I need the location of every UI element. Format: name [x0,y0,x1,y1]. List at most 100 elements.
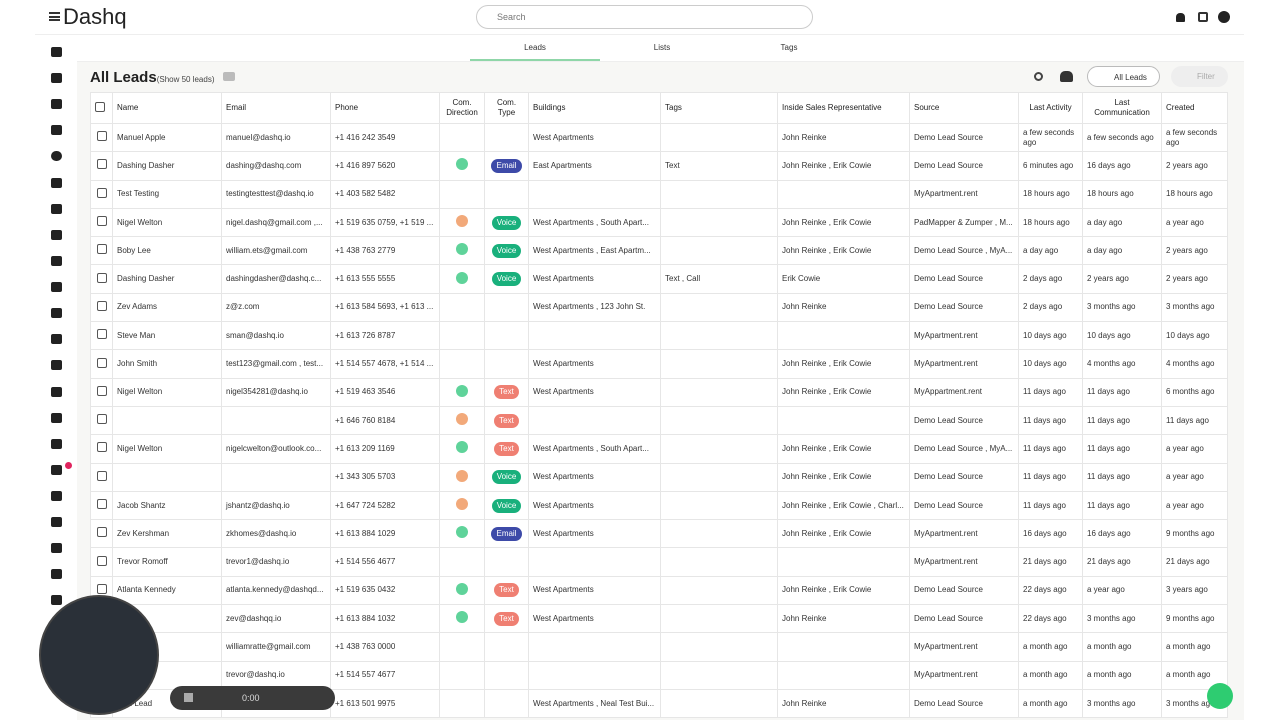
sidebar-icon[interactable] [51,465,62,475]
column-header: Com. Type [484,92,529,124]
cell: zev@dashqq.io [221,604,331,634]
sidebar-icon[interactable] [51,308,62,318]
sidebar-icon[interactable] [51,517,62,527]
row-checkbox[interactable] [96,216,107,227]
row-checkbox[interactable] [96,470,107,481]
cell: Nigel Welton [112,377,222,407]
lead-row[interactable]: Test Testing testingtesttest@dashq.io +1 4… [90,179,1228,209]
lead-row[interactable]: +1 646 760 8184 Text Demo Lead Source 11 da… [90,405,1228,436]
select-all-checkbox[interactable] [95,101,105,112]
sidebar-icon[interactable] [51,439,62,449]
cell [660,604,778,634]
cell: Jacob Shantz [112,490,222,521]
lead-row[interactable]: Manuel Apple manuel@dashq.io +1 416 242 35… [90,122,1228,153]
cell: 18 hours ago [1082,179,1162,209]
cell [439,264,485,294]
search-box[interactable]: Search [476,5,813,29]
cell: John Reinke , Erik Cowie [777,575,910,606]
refresh-button[interactable] [1034,72,1043,81]
account-icon[interactable] [1218,11,1230,23]
notifications-icon[interactable] [1176,13,1185,22]
view-selector[interactable]: All Leads [1087,66,1160,87]
row-checkbox[interactable] [96,187,107,198]
lead-row[interactable]: Nigel Welton nigelcwelton@outlook.co... +1… [90,434,1228,464]
lead-row[interactable]: Nigel Welton nigel.dashq@gmail.com ,... +1… [90,207,1228,238]
add-lead-button[interactable] [1060,71,1073,82]
cell: 3 months ago [1082,604,1162,634]
cell: 18 hours ago [1161,179,1228,209]
row-checkbox[interactable] [96,300,107,311]
sidebar-icon[interactable] [51,282,62,292]
menu-button[interactable] [49,12,60,21]
cell: 10 days ago [1018,321,1083,351]
cell: Demo Lead Source [909,462,1019,492]
row-checkbox[interactable] [96,329,107,340]
row-checkbox[interactable] [96,244,107,255]
lead-row[interactable]: Jacob Shantz jshantz@dashq.io +1 647 724 5… [90,490,1228,521]
row-checkbox[interactable] [96,385,107,396]
lead-row[interactable]: Trevor Romoff trevor1@dashq.io +1 514 556 … [90,547,1228,577]
lead-row[interactable]: Atlanta Kennedy atlanta.kennedy@dashqd...… [90,575,1228,606]
lead-row[interactable]: Boby Lee william.ets@gmail.com +1 438 763 … [90,236,1228,266]
sidebar-icon[interactable] [51,334,62,344]
sidebar-icon[interactable] [51,204,62,214]
row-checkbox[interactable] [96,442,107,453]
row-checkbox[interactable] [96,414,107,425]
lead-row[interactable]: Dashing Dasher dashing@dashq.com +1 416 89… [90,151,1228,181]
cell [660,632,778,662]
row-checkbox[interactable] [96,272,107,283]
sidebar-icon[interactable] [51,178,62,188]
lead-row[interactable]: Zev Kershman zkhomes@dashq.io +1 613 884 1… [90,519,1228,549]
cell: a month ago [1082,660,1162,690]
row-checkbox[interactable] [96,583,107,594]
tab[interactable]: Lists [653,43,671,52]
lead-row[interactable]: Dashing Dasher dashingdasher@dashq.c... +1… [90,264,1228,294]
tab[interactable]: Leads [524,43,546,52]
chat-button[interactable] [1207,683,1233,709]
sidebar-icon[interactable] [51,99,62,109]
sidebar-icon[interactable] [51,125,62,135]
sidebar-icon[interactable] [51,73,62,83]
tab[interactable]: Tags [780,43,798,52]
recorder-time: 0:00 [242,693,260,703]
row-checkbox[interactable] [96,357,107,368]
sidebar-icon[interactable] [51,47,62,57]
export-icon[interactable] [223,72,235,81]
cell: Voice [484,207,529,238]
row-checkbox[interactable] [96,131,107,142]
sidebar-icon[interactable] [51,360,62,370]
lead-row[interactable]: John Smith test123@gmail.com , test... +1 … [90,349,1228,379]
lead-row[interactable]: +1 343 305 5703 Voice West Apartments John … [90,462,1228,492]
sidebar-icon[interactable] [51,230,62,240]
cell: dashingdasher@dashq.c... [221,264,331,294]
sidebar-icon[interactable] [51,569,62,579]
phone-icon[interactable] [1198,12,1208,22]
lead-row[interactable]: ewilliamratte@gmail.com+1 438 763 0000My… [90,632,1228,662]
stop-button[interactable] [184,693,193,702]
cell: +1 519 635 0759, +1 519 ... [330,207,440,238]
lead-row[interactable]: hmanzev@dashqq.io+1 613 884 1032TextWest… [90,604,1228,634]
sidebar-icon[interactable] [51,256,62,266]
row-checkbox[interactable] [96,555,107,566]
sidebar-icon[interactable] [51,491,62,501]
cell [660,321,778,351]
lead-row[interactable]: Steve Man sman@dashq.io +1 613 726 8787 MyA… [90,321,1228,351]
sidebar-icon[interactable] [51,387,62,397]
filter-button[interactable]: Filter [1171,66,1228,87]
row-checkbox[interactable] [96,499,107,509]
lead-row[interactable]: Nigel Welton nigel354281@dashq.io +1 519 4… [90,377,1228,407]
top-bar: Dashq Search [35,0,1244,35]
row-checkbox[interactable] [96,527,107,538]
sidebar-icon[interactable] [51,151,62,161]
sidebar-icon[interactable] [51,543,62,553]
direction-icon [456,158,468,171]
column-header: Email [221,92,331,124]
cell: Voice [484,236,529,266]
row-checkbox[interactable] [96,159,107,170]
sidebar-icon[interactable] [51,595,62,605]
lead-row[interactable]: Zev Adams z@z.com +1 613 584 5693, +1 613 … [90,292,1228,323]
logo[interactable]: Dashq [63,4,127,29]
sidebar-icon[interactable] [51,413,62,423]
